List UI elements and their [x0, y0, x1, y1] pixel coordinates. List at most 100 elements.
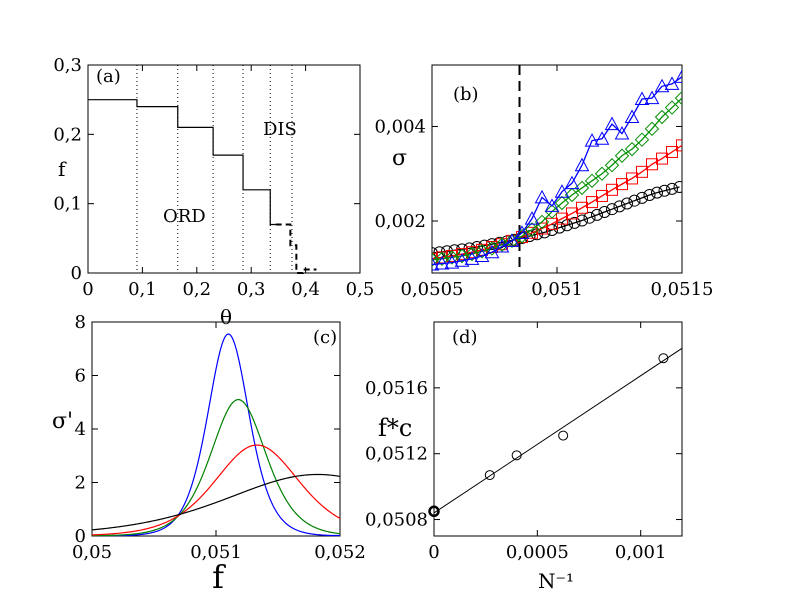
panel-b-point-triangle	[454, 253, 470, 267]
panel-c: 0,05 0,051 0,052 0 2 4 6 8 (c) σ' f	[52, 312, 366, 596]
panel-d-point	[558, 430, 569, 441]
panel-b-point-diamond	[494, 237, 510, 252]
panel-b-point-diamond	[644, 121, 660, 137]
panel-a-ylabel: f	[58, 157, 67, 181]
panel-b-point-diamond	[564, 187, 580, 203]
panel-b-point-diamond	[674, 90, 682, 106]
panel-b-point-triangle	[464, 251, 480, 265]
panel-a-xtick-label: 0,5	[346, 279, 375, 300]
panel-b-point-triangle	[564, 175, 580, 190]
panel-b-point-triangle	[674, 69, 682, 83]
panel-a-ytick-label: 0	[71, 263, 82, 284]
panel-d-frame	[433, 321, 683, 537]
panel-b-point-square	[456, 248, 468, 261]
panel-b-point-triangle	[664, 76, 680, 90]
panel-a-series-solid	[88, 99, 276, 226]
panel-b-point-diamond	[614, 148, 630, 163]
panel-b-point-square	[586, 196, 598, 209]
panel-b-ylabel: σ	[392, 146, 407, 171]
panel-b-point-circle	[583, 211, 596, 224]
panel-a-ytick-label: 0,3	[53, 55, 82, 76]
panel-b-xtick-label: 0,0515	[651, 279, 714, 300]
panel-b-point-diamond	[624, 141, 640, 157]
annotation-ord: ORD	[163, 206, 206, 227]
panel-a-xtick-label: 0,4	[291, 279, 320, 300]
panel-b-point-triangle	[644, 90, 660, 105]
panel-c-ytick-label: 2	[75, 473, 86, 494]
panel-d-ytick-label: 0,0516	[365, 378, 428, 399]
annotation-dis: DIS	[263, 119, 297, 140]
panel-c-xtick-label: 0,051	[190, 542, 242, 563]
panel-b-point-triangle	[614, 125, 630, 140]
panel-d-ytick-label: 0,0512	[365, 444, 428, 465]
panel-d-xtick-label: 0,001	[615, 542, 667, 563]
panel-b-label: (b)	[453, 84, 479, 105]
panel-d-xlabel: N⁻¹	[538, 569, 574, 593]
panel-a-xtick-label: 0,1	[128, 279, 157, 300]
panel-b-point-triangle	[474, 248, 490, 262]
panel-b-point-triangle	[584, 133, 600, 147]
panel-b-xtick-label: 0,0505	[401, 279, 464, 300]
panel-c-ytick-label: 0	[75, 526, 86, 547]
panel-a-frame	[87, 64, 361, 274]
panel-b-point-circle	[591, 208, 603, 221]
panel-b-point-diamond	[584, 173, 600, 189]
panel-a-ytick-label: 0,1	[53, 194, 82, 215]
panel-b-point-circle	[673, 180, 682, 193]
panel-b-point-triangle	[574, 157, 590, 172]
panel-c-ytick-label: 8	[75, 312, 86, 333]
panel-a-xlabel: θ	[220, 305, 232, 329]
panel-b-point-square	[596, 189, 608, 202]
panel-d-point	[428, 505, 440, 518]
panel-b-point-triangle	[654, 78, 670, 93]
panel-a-label: (a)	[96, 66, 121, 87]
panel-b-point-triangle	[444, 255, 460, 269]
panel-a-series-dashed	[275, 223, 317, 274]
panel-b-point-diamond	[664, 100, 680, 115]
panel-c-xlabel: f	[212, 558, 226, 596]
panel-b-point-square	[656, 152, 668, 165]
panel-b-point-triangle	[624, 109, 640, 123]
panel-b-point-circle	[636, 191, 648, 204]
panel-b-point-diamond	[604, 158, 620, 173]
panel-c-ytick-label: 6	[75, 366, 86, 387]
panel-d-point	[658, 353, 669, 364]
panel-a-xtick-label: 0,2	[182, 279, 211, 300]
panel-b-plot-area	[432, 69, 682, 271]
panel-b-point-circle	[598, 206, 611, 219]
panel-b-point-square	[536, 222, 548, 235]
panel-b-point-square	[676, 139, 682, 152]
panel-a-ytick-label: 0,2	[53, 124, 82, 145]
panel-b-point-diamond	[534, 214, 550, 230]
panel-c-curve-red	[91, 444, 341, 536]
panel-b-point-diamond	[554, 195, 570, 211]
panel-b-point-triangle	[634, 91, 650, 106]
panel-b-fit-blue triangles	[432, 76, 682, 266]
panel-d-fit-line	[433, 347, 683, 514]
panel-b-point-circle	[576, 214, 588, 227]
panel-c-xtick-label: 0,05	[72, 542, 112, 563]
panel-b-point-diamond	[594, 166, 610, 181]
panel-b-point-triangle	[514, 225, 530, 239]
panel-b-point-circle	[658, 184, 671, 197]
panel-c-ylabel: σ'	[52, 409, 73, 434]
panel-d-point	[484, 470, 495, 481]
panel-b-point-diamond	[484, 241, 500, 256]
panel-b-fit-green diamonds	[432, 97, 682, 261]
panel-d-point	[511, 450, 522, 461]
panel-c-ytick-label: 4	[75, 419, 86, 440]
panel-c-frame	[91, 321, 341, 537]
panel-c-curve-blue	[92, 333, 340, 537]
panel-b-point-triangle	[504, 233, 520, 247]
panel-b-point-square	[626, 172, 638, 185]
panel-b-point-circle	[613, 200, 626, 213]
panel-a-xtick-label: 0	[82, 279, 93, 300]
panel-b-point-circle	[553, 221, 566, 234]
panel-c-xtick-label: 0,052	[314, 542, 366, 563]
panel-b-point-square	[636, 165, 648, 178]
panel-b-point-diamond	[634, 132, 650, 147]
panel-b-point-circle	[568, 216, 581, 229]
panel-d: 0 0,0005 0,001 0,0508 0,0512 0,0516 (d) f*c N…	[365, 321, 683, 593]
panel-b-ytick-label: 0,002	[374, 211, 426, 232]
panel-a: 0 0,1 0,2 0,3 0,4 0,5 0 0,1 0,2 0,3 (a) ORD DIS f…	[53, 55, 374, 329]
